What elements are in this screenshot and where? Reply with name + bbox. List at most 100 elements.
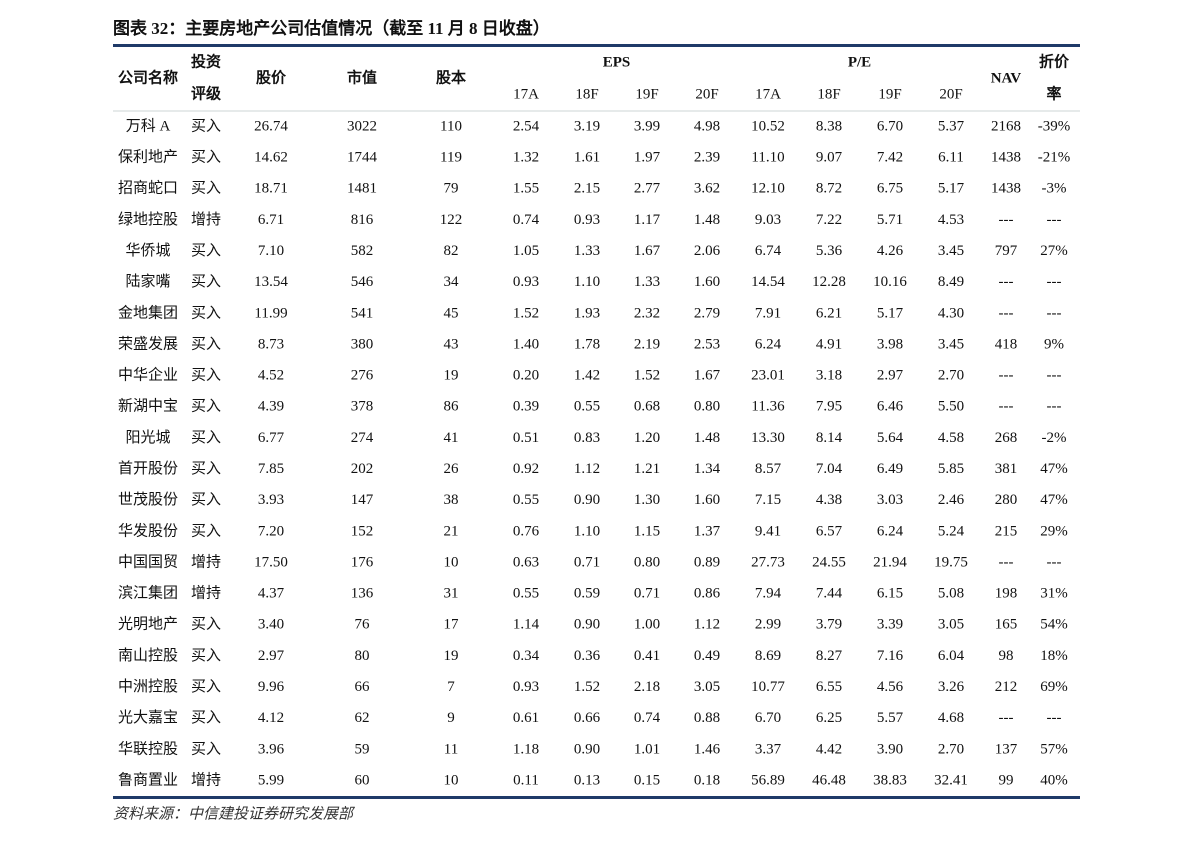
table-cell: 1.93 [574,305,600,321]
table-cell: 1.33 [574,243,600,259]
table-cell: 6.46 [877,399,904,415]
table-cell: 5.50 [938,399,964,415]
table-cell: --- [999,554,1014,570]
table-cell: 2.79 [694,305,720,321]
table-cell: 0.80 [634,554,660,570]
table-cell: 1.61 [574,150,600,166]
table-cell: 0.93 [574,212,600,228]
table-cell: 54% [1040,617,1068,633]
table-cell: 2168 [991,118,1021,134]
table-cell: 3.93 [258,492,284,508]
sub-header: 20F [939,86,962,102]
table-cell: 38.83 [873,772,907,788]
table-cell: 买入 [191,522,221,539]
top-rule [113,44,1080,47]
table-cell: -39% [1038,118,1071,134]
table-cell: 南山控股 [118,647,178,664]
table-cell: 2.18 [634,679,660,695]
table-cell: 6.55 [816,679,842,695]
table-cell: 买入 [191,180,221,197]
table-cell: 保利地产 [118,149,178,166]
table-cell: 9.07 [816,150,843,166]
table-cell: 买入 [191,740,221,757]
table-cell: 1.37 [694,523,721,539]
table-cell: --- [1047,212,1062,228]
table-cell: 7.10 [258,243,284,259]
table-cell: 新湖中宝 [118,398,178,415]
table-cell: 47% [1040,461,1068,477]
table-cell: -2% [1042,430,1067,446]
table-cell: 3.19 [574,118,600,134]
header-cell: 投资 [191,52,221,70]
group-header: P/E [848,54,871,70]
table-cell: 69% [1040,679,1068,695]
table-cell: --- [999,368,1014,384]
table-cell: 18% [1040,648,1068,664]
table-cell: 43 [444,336,459,352]
table-cell: 6.70 [877,118,903,134]
table-cell: 0.74 [634,710,661,726]
table-cell: 0.55 [574,399,600,415]
table-cell: 增持 [191,771,221,788]
table-cell: 27% [1040,243,1068,259]
table-cell: 0.92 [513,461,539,477]
table-cell: 1438 [991,181,1021,197]
table-cell: 17 [444,617,460,633]
table-cell: 万科 A [126,117,171,134]
table-cell: 10 [444,554,459,570]
table-cell: --- [1047,554,1062,570]
table-cell: 滨江集团 [118,585,178,602]
table-cell: 6.71 [258,212,284,228]
table-cell: 4.68 [938,710,964,726]
table-cell: 陆家嘴 [125,273,170,290]
table-cell: 1.17 [634,212,661,228]
source: 资料来源：中信建投证券研究发展部 [113,805,356,822]
table-cell: 13.54 [254,274,288,290]
table-cell: 7.85 [258,461,284,477]
table-cell: 买入 [191,460,221,477]
table-cell: 47% [1040,492,1068,508]
table-cell: 4.56 [877,679,904,695]
table-cell: 1.18 [513,741,539,757]
table-cell: 18.71 [254,181,288,197]
header-cell: 股本 [436,68,466,86]
table-cell: 7.16 [877,648,904,664]
table-cell: 276 [351,368,374,384]
table-cell: 212 [995,679,1018,695]
table-cell: 546 [351,274,374,290]
header-cell: 股价 [256,69,287,86]
table-cell: 40% [1040,772,1068,788]
table-cell: 0.55 [513,586,539,602]
table-cell: 1438 [991,150,1021,166]
table-cell: 8.69 [755,648,781,664]
table-cell: 3.18 [816,368,842,384]
table-cell: 45 [444,305,459,321]
table-cell: 买入 [191,242,221,259]
table-cell: 1.40 [513,336,539,352]
table-cell: 3.79 [816,617,842,633]
table-cell: 0.63 [513,554,539,570]
table-cell: 4.30 [938,305,964,321]
table-cell: 0.51 [513,430,539,446]
table-cell: 0.71 [634,586,660,602]
table-cell: 0.11 [513,772,539,788]
table-cell: 1744 [347,150,378,166]
table-cell: 9.03 [755,212,781,228]
table-cell: 买入 [191,273,221,290]
table-cell: 0.18 [694,772,720,788]
table-cell: 0.20 [513,368,539,384]
table-cell: 0.71 [574,554,600,570]
table-cell: 0.68 [634,399,660,415]
table-cell: 0.13 [574,772,600,788]
table-cell: 1.32 [513,150,539,166]
table-cell: 66 [355,679,371,695]
header-cell: 折价 [1039,52,1070,70]
table-cell: 2.15 [574,181,600,197]
table-cell: 0.49 [694,648,720,664]
table-cell: 5.71 [877,212,903,228]
table-cell: 买入 [191,678,221,695]
header-cell: 率 [1046,84,1061,102]
table-cell: 2.70 [938,368,964,384]
table-cell: 1.97 [634,150,661,166]
